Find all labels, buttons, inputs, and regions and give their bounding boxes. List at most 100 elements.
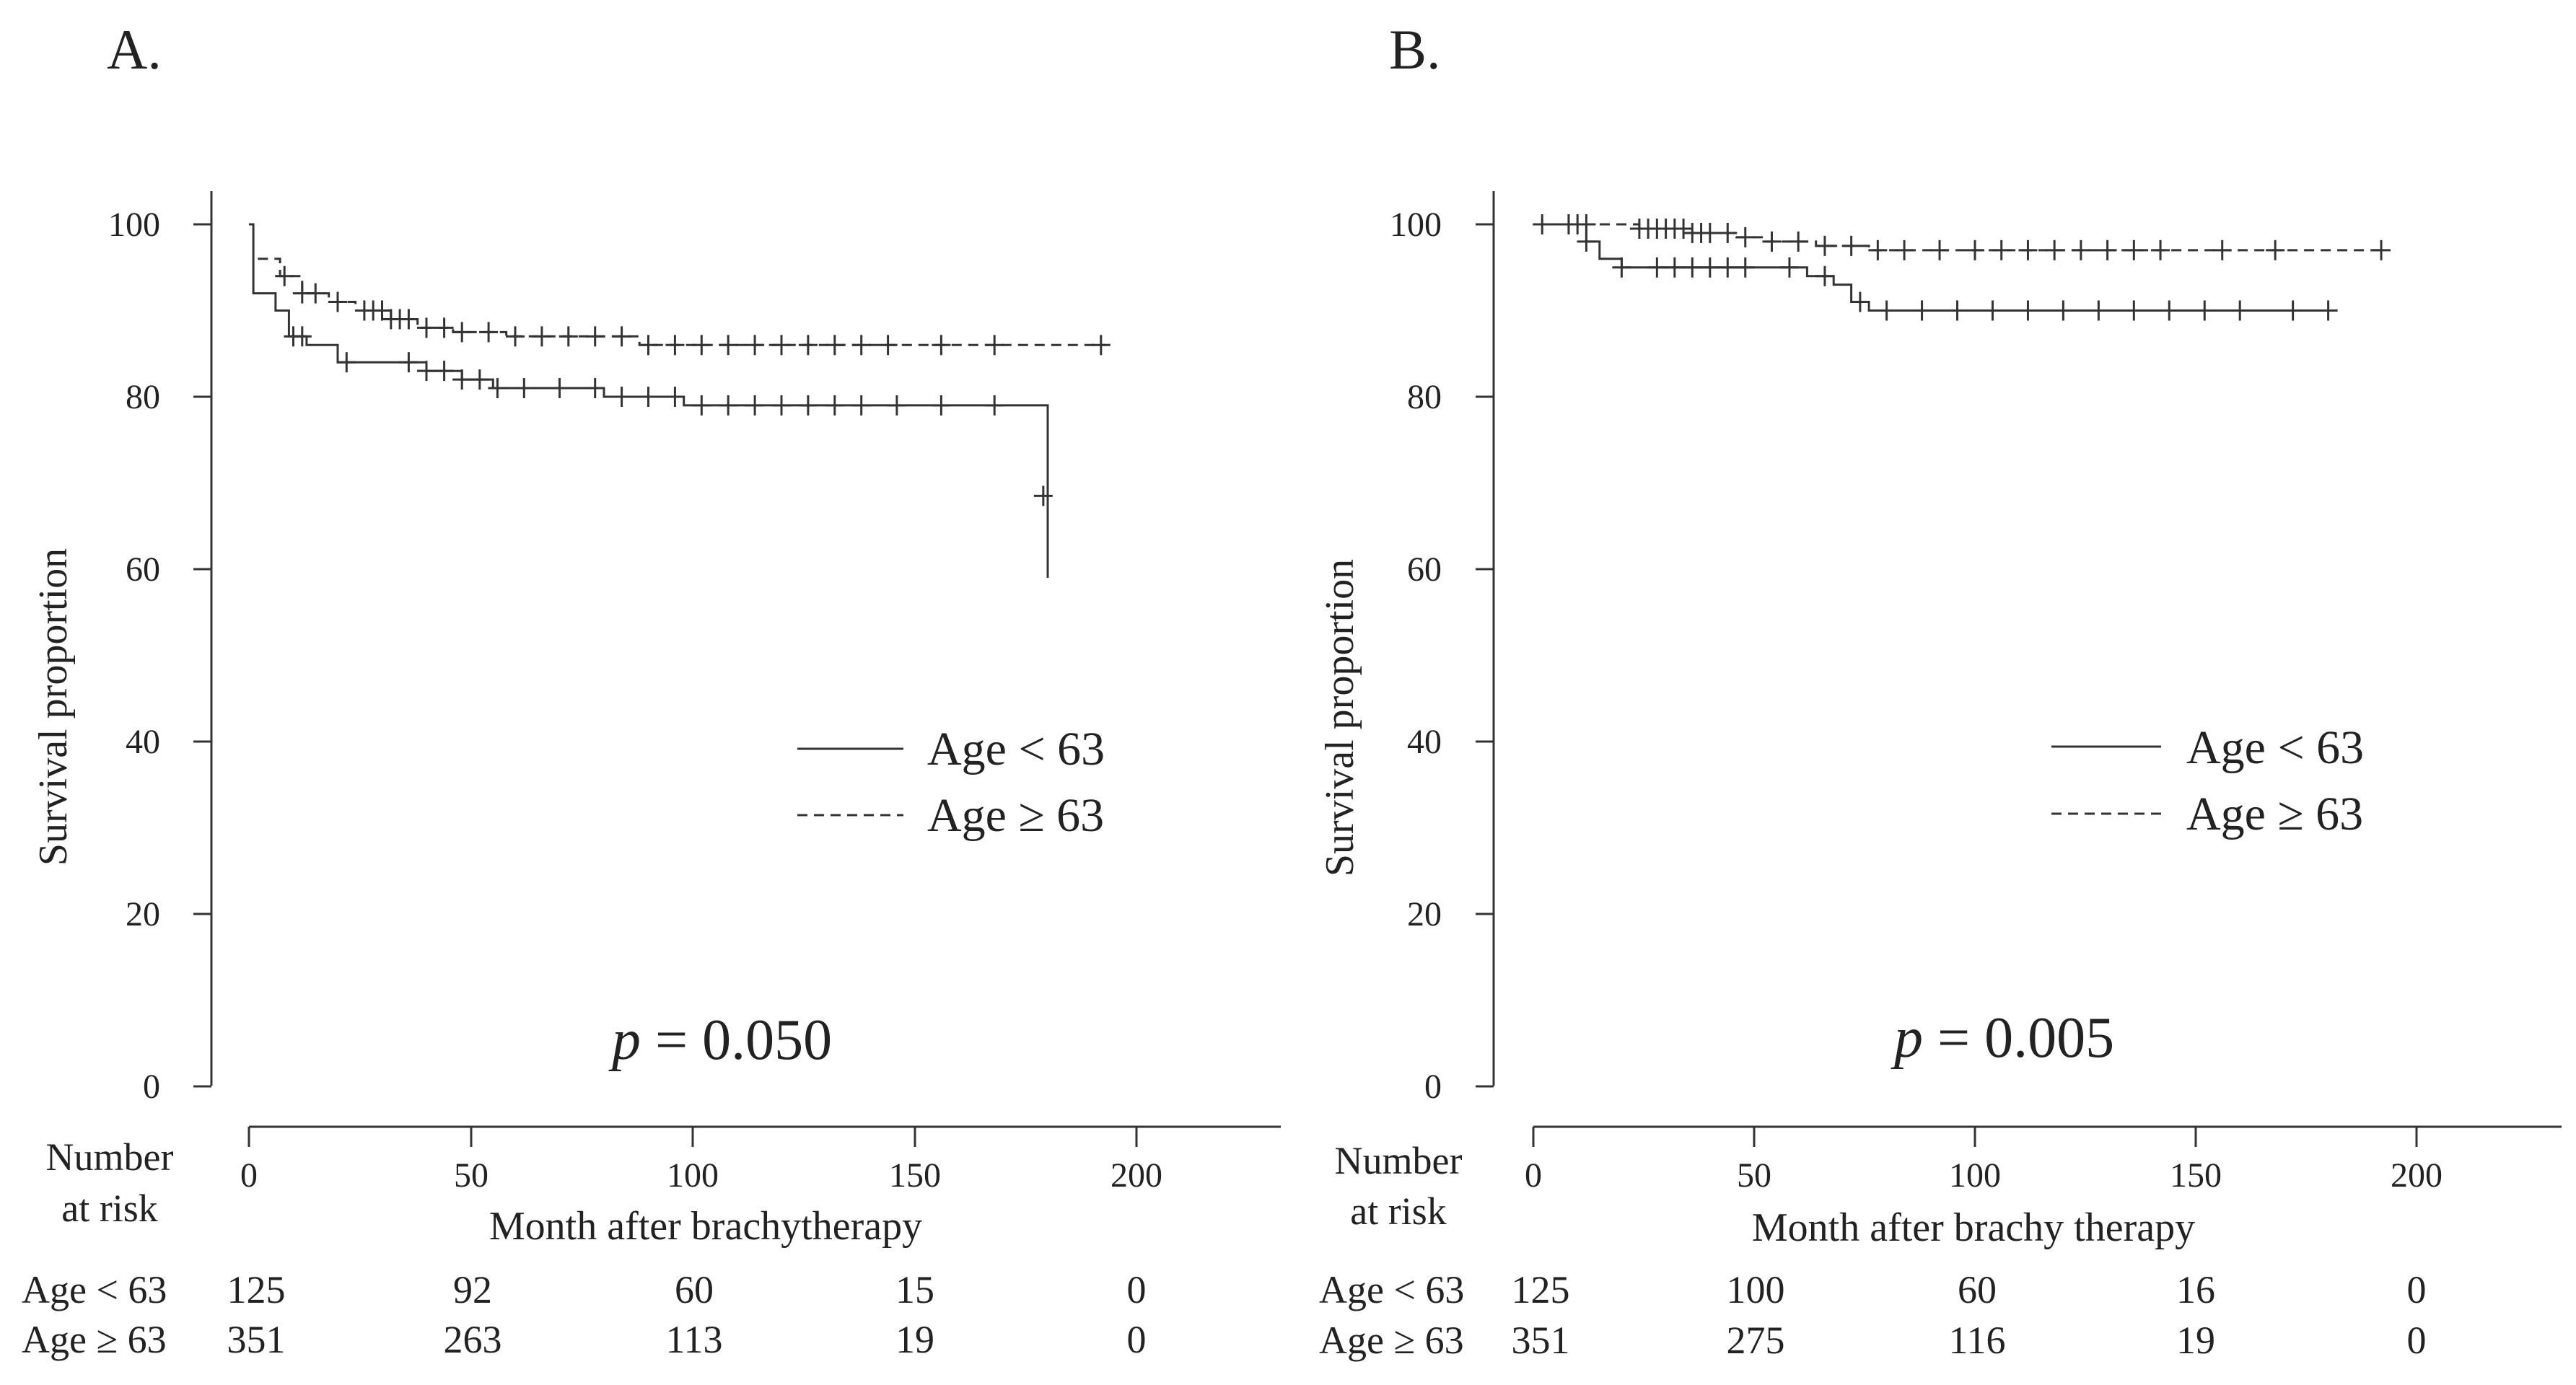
censor-mark <box>452 322 472 343</box>
censor-mark <box>798 395 818 416</box>
y-tick-label: 20 <box>1407 895 1442 933</box>
risk-count: 125 <box>1512 1268 1570 1311</box>
censor-mark <box>550 378 569 399</box>
censor-mark <box>692 395 711 416</box>
censor-mark <box>851 335 871 356</box>
censor-mark <box>1762 231 1782 252</box>
x-tick-label: 100 <box>667 1156 719 1195</box>
censor-marks <box>1533 214 2391 321</box>
censor-mark <box>2212 239 2232 260</box>
censor-mark <box>1683 257 1702 278</box>
censor-mark <box>1577 231 1596 252</box>
censor-mark <box>558 326 578 347</box>
y-tick-label: 20 <box>126 895 160 933</box>
censor-mark <box>2230 300 2250 321</box>
censor-mark <box>2195 300 2214 321</box>
censor-mark <box>719 335 738 356</box>
censor-mark <box>1983 300 2002 321</box>
risk-count: 0 <box>1127 1268 1147 1311</box>
censor-mark <box>585 378 605 399</box>
plot-area <box>1533 214 2391 321</box>
censor-mark <box>532 326 551 347</box>
risk-count: 19 <box>2176 1319 2215 1362</box>
series-line-age-63-plus <box>258 258 1105 346</box>
censor-mark <box>1895 239 1914 260</box>
censor-mark <box>1948 300 1967 321</box>
y-axis-title: Survival proportion <box>31 548 76 866</box>
censor-mark <box>612 326 631 347</box>
legend: Age < 63 Age ≥ 63 <box>2051 721 2364 840</box>
censor-mark <box>1841 235 1861 256</box>
risk-row-label: Age ≥ 63 <box>1319 1319 1464 1362</box>
p-value-annotation: p = 0.005 <box>1891 1006 2114 1070</box>
x-tick-label: 200 <box>2391 1156 2443 1195</box>
y-ticks: 100 80 60 40 20 0 <box>1390 206 1494 1106</box>
y-tick-label: 0 <box>143 1068 160 1106</box>
censor-mark <box>488 378 507 399</box>
x-axis-title: Month after brachy therapy <box>1752 1205 2195 1250</box>
censor-mark <box>825 395 844 416</box>
censor-mark <box>1033 485 1053 506</box>
censor-mark <box>985 395 1004 416</box>
risk-count: 113 <box>666 1318 723 1361</box>
legend-label: Age < 63 <box>2186 721 2364 774</box>
censor-mark <box>825 335 844 356</box>
censor-marks <box>275 265 1110 506</box>
y-ticks: 100 80 60 40 20 0 <box>108 206 211 1106</box>
risk-table: Number at risk Age < 63 Age ≥ 63 125 100… <box>1319 1139 2427 1362</box>
p-value-text: = 0.050 <box>641 1008 832 1072</box>
panel-label: A. <box>107 18 162 81</box>
x-tick-label: 50 <box>454 1156 489 1195</box>
risk-count: 15 <box>895 1268 934 1311</box>
censor-mark <box>692 335 711 356</box>
censor-mark <box>1779 257 1799 278</box>
censor-mark <box>1647 257 1667 278</box>
censor-mark <box>1789 231 1808 252</box>
censor-mark <box>2098 239 2117 260</box>
panel-b: B. 100 80 60 40 20 0 0 50 100 150 <box>1318 18 2562 1362</box>
censor-mark <box>1868 239 1888 260</box>
x-ticks: 0 50 100 150 200 <box>240 1127 1162 1195</box>
p-value-annotation: p = 0.050 <box>608 1008 832 1072</box>
censor-mark <box>2045 239 2064 260</box>
risk-count: 275 <box>1727 1319 1785 1362</box>
censor-mark <box>328 291 347 312</box>
censor-mark <box>417 361 436 382</box>
censor-mark <box>2124 300 2144 321</box>
censor-mark <box>1718 257 1738 278</box>
y-tick-label: 60 <box>126 550 160 589</box>
y-tick-label: 100 <box>1390 206 1442 244</box>
censor-mark <box>2372 239 2391 260</box>
risk-count: 0 <box>1127 1318 1147 1361</box>
censor-mark <box>452 369 472 390</box>
censor-mark <box>612 387 631 407</box>
censor-mark <box>1966 239 1984 260</box>
censor-mark <box>585 326 605 347</box>
censor-mark <box>1912 300 1932 321</box>
censor-mark <box>2054 300 2073 321</box>
censor-mark <box>275 265 294 286</box>
censor-mark <box>1533 214 1552 234</box>
censor-mark <box>639 335 658 356</box>
x-tick-label: 0 <box>240 1156 258 1195</box>
y-tick-label: 0 <box>1424 1068 1442 1106</box>
censor-mark <box>1700 222 1719 243</box>
risk-count: 116 <box>1949 1319 2006 1362</box>
censor-mark <box>798 335 818 356</box>
x-tick-label: 50 <box>1737 1156 1771 1195</box>
censor-mark <box>399 309 419 330</box>
x-tick-label: 0 <box>1525 1156 1542 1195</box>
censor-mark <box>1735 257 1755 278</box>
y-tick-label: 40 <box>126 723 160 761</box>
censor-mark <box>745 395 765 416</box>
censor-mark <box>1930 239 1950 260</box>
risk-count: 351 <box>227 1318 286 1361</box>
censor-mark <box>1815 265 1834 286</box>
censor-mark <box>514 378 534 399</box>
risk-row-label: Age < 63 <box>22 1268 167 1311</box>
censor-mark <box>772 395 791 416</box>
risk-header-line1: Number <box>1335 1139 1463 1182</box>
censor-mark <box>2071 239 2090 260</box>
censor-mark <box>506 326 525 347</box>
